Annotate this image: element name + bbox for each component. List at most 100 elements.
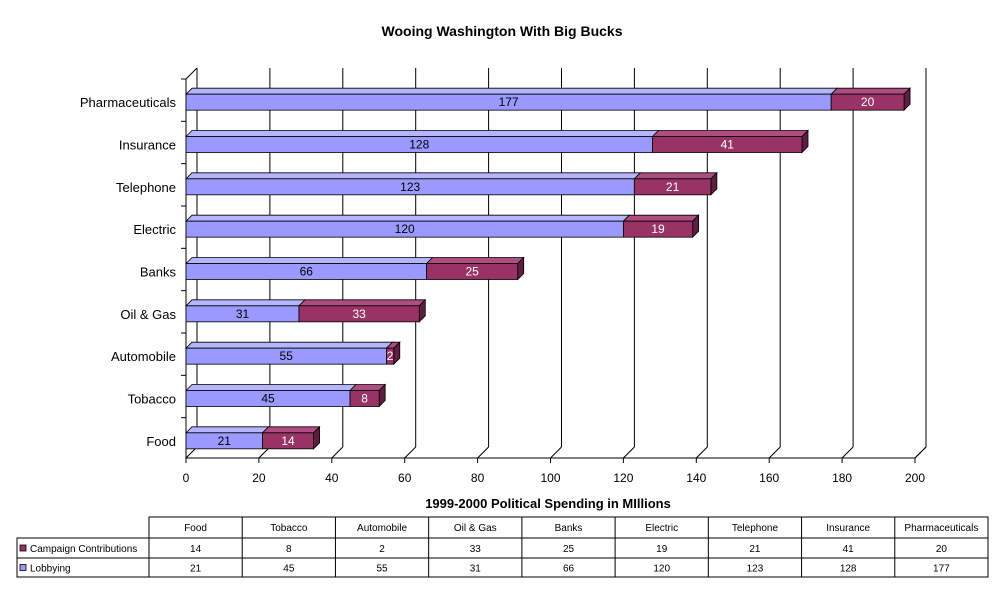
table-header-telephone: Telephone <box>732 523 779 534</box>
value-label-campaign-contributions-food: 14 <box>281 434 295 448</box>
table-header-banks: Banks <box>555 523 583 534</box>
value-label-lobbying-food: 21 <box>218 434 232 448</box>
table-cell-lobbying-tobacco: 45 <box>283 564 295 575</box>
gridline-floor <box>768 446 781 459</box>
table-header-oil-and-gas: Oil & Gas <box>454 523 497 534</box>
category-label-electric: Electric <box>133 222 176 237</box>
bar-top-campaign-contributions-oil-and-gas <box>298 299 427 307</box>
table-cell-campaign-contributions-food: 14 <box>190 544 202 555</box>
table-header-food: Food <box>184 523 207 534</box>
value-label-campaign-contributions-banks: 25 <box>465 265 479 279</box>
bar-top-lobbying-banks <box>185 257 434 264</box>
category-label-banks: Banks <box>140 265 177 280</box>
x-tick-label: 200 <box>905 471 925 485</box>
x-tick-label: 120 <box>613 471 633 485</box>
bar-top-lobbying-oil-and-gas <box>185 299 306 307</box>
table-cell-campaign-contributions-tobacco: 8 <box>286 544 292 555</box>
x-tick-label: 60 <box>398 471 412 485</box>
table-cell-lobbying-pharmaceuticals: 177 <box>933 564 950 575</box>
value-label-lobbying-insurance: 128 <box>409 138 429 152</box>
legend-label-lobbying: Lobbying <box>30 564 71 575</box>
x-tick-label: 180 <box>832 471 852 485</box>
value-label-campaign-contributions-telephone: 21 <box>666 180 680 194</box>
bar-campaign-contributions-pharmaceuticals <box>830 93 905 111</box>
value-label-lobbying-telephone: 123 <box>400 180 420 194</box>
category-label-telephone: Telephone <box>116 180 176 195</box>
bar-top-lobbying-automobile <box>185 341 394 349</box>
x-tick-label: 100 <box>540 471 560 485</box>
gridline-floor <box>331 446 344 459</box>
table-cell-campaign-contributions-electric: 19 <box>656 544 668 555</box>
data-table: Food Tobacco Automobile Oil & Gas Banks Elect… <box>16 516 989 578</box>
value-label-campaign-contributions-electric: 19 <box>651 222 665 236</box>
bar-campaign-contributions-oil-and-gas <box>298 305 420 323</box>
value-label-lobbying-pharmaceuticals: 177 <box>499 95 519 109</box>
table-cell-campaign-contributions-automobile: 2 <box>379 544 385 555</box>
gridline-floor <box>550 446 562 459</box>
value-label-lobbying-banks: 66 <box>300 265 314 279</box>
gridline-floor <box>404 446 417 459</box>
value-label-campaign-contributions-automobile: 2 <box>387 349 394 363</box>
category-label-tobacco: Tobacco <box>128 392 176 407</box>
x-tick-label: 0 <box>183 471 190 485</box>
x-axis-title: 1999-2000 Political Spending in MIllions <box>425 496 671 511</box>
legend-swatch-campaign-contributions <box>19 544 27 552</box>
bar-campaign-contributions-insurance <box>652 136 803 153</box>
gridline-floor <box>623 446 635 459</box>
table-cell-lobbying-electric: 120 <box>653 564 670 575</box>
bar-top-lobbying-tobacco <box>185 384 357 391</box>
category-label-pharmaceuticals: Pharmaceuticals <box>80 95 177 110</box>
bar-top-lobbying-food <box>185 426 270 434</box>
table-cell-lobbying-insurance: 128 <box>840 564 857 575</box>
gridline-floor <box>841 446 854 459</box>
wall-top-edge <box>185 67 198 80</box>
table-header-electric: Electric <box>645 523 678 534</box>
bar-top-lobbying-pharmaceuticals <box>185 87 839 95</box>
table-cell-lobbying-banks: 66 <box>563 564 575 575</box>
bar-top-lobbying-electric <box>185 214 631 222</box>
category-label-insurance: Insurance <box>119 138 176 153</box>
table-cell-campaign-contributions-telephone: 21 <box>749 544 761 555</box>
x-tick-label: 160 <box>759 471 779 485</box>
gridline-floor <box>914 446 927 459</box>
bar-campaign-contributions-food <box>262 432 314 450</box>
value-label-campaign-contributions-oil-and-gas: 33 <box>352 307 366 321</box>
bar-campaign-contributions-telephone <box>633 178 712 196</box>
value-label-lobbying-oil-and-gas: 31 <box>236 307 250 321</box>
legend-swatch-lobbying <box>19 564 27 571</box>
bar-campaign-contributions-electric <box>623 220 694 238</box>
bar-top-campaign-contributions-pharmaceuticals <box>830 87 912 95</box>
bar-top-campaign-contributions-banks <box>425 257 525 264</box>
table-cell-lobbying-automobile: 55 <box>376 564 388 575</box>
bars: 21 14 45 8 55 2 31 33 66 25 120 19 123 21 128 41 177 20 <box>185 87 912 450</box>
x-tick-label: 140 <box>686 471 706 485</box>
table-header-tobacco: Tobacco <box>270 523 308 534</box>
table-cell-campaign-contributions-oil-and-gas: 33 <box>470 544 482 555</box>
value-label-campaign-contributions-insurance: 41 <box>721 138 735 152</box>
gridline-floor <box>695 446 708 459</box>
chart-title: Wooing Washington With Big Bucks <box>382 23 623 39</box>
value-label-campaign-contributions-pharmaceuticals: 20 <box>861 95 875 109</box>
bar-campaign-contributions-tobacco <box>349 390 380 407</box>
bar-top-lobbying-insurance <box>185 130 660 137</box>
x-tick-label: 80 <box>471 471 485 485</box>
category-label-food: Food <box>146 434 176 449</box>
bar-top-campaign-contributions-insurance <box>651 130 809 137</box>
value-label-lobbying-tobacco: 45 <box>261 392 275 406</box>
table-cell-campaign-contributions-insurance: 41 <box>843 544 855 555</box>
bar-campaign-contributions-banks <box>426 263 519 280</box>
table-cell-lobbying-oil-and-gas: 31 <box>470 564 482 575</box>
table-cell-lobbying-food: 21 <box>190 564 202 575</box>
table-cell-campaign-contributions-pharmaceuticals: 20 <box>936 544 948 555</box>
bar-campaign-contributions-automobile <box>386 347 395 365</box>
table-cell-campaign-contributions-banks: 25 <box>563 544 575 555</box>
category-label-oil-and-gas: Oil & Gas <box>120 307 176 322</box>
table-header-automobile: Automobile <box>357 523 407 534</box>
bar-top-lobbying-telephone <box>185 172 642 180</box>
bar-top-campaign-contributions-electric <box>622 214 700 222</box>
table-cell-lobbying-telephone: 123 <box>747 564 764 575</box>
x-tick-label: 40 <box>325 471 339 485</box>
x-tick-label: 20 <box>252 471 266 485</box>
